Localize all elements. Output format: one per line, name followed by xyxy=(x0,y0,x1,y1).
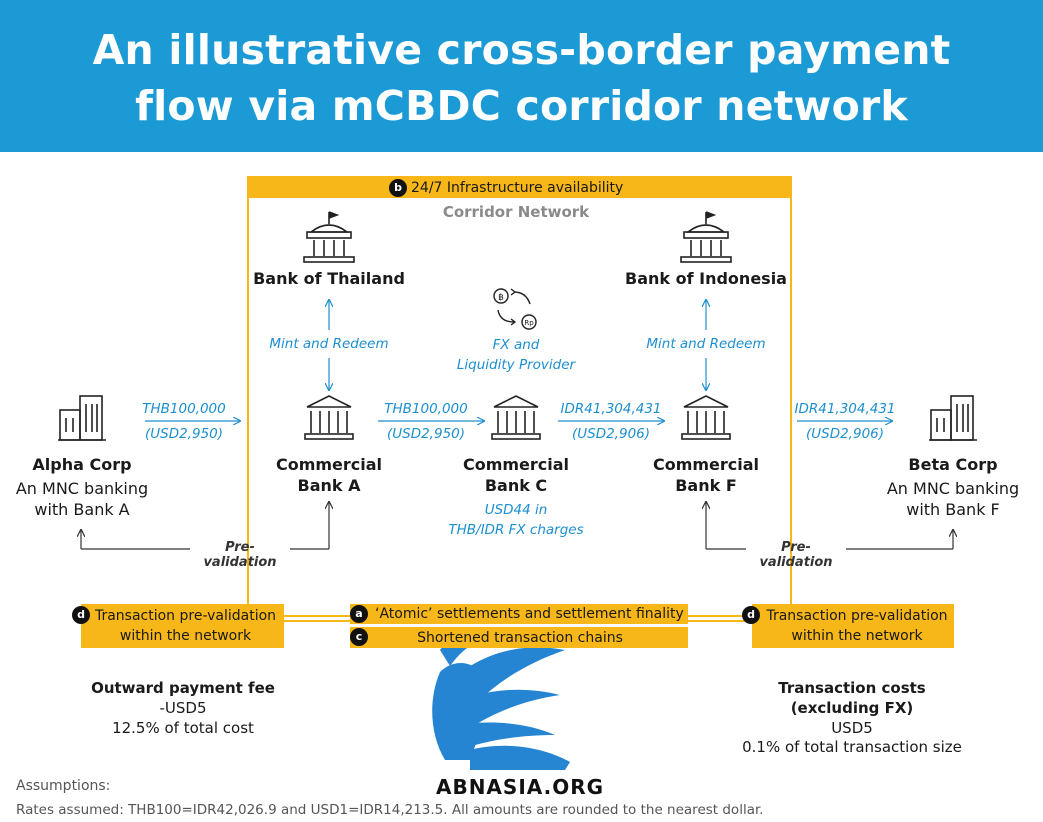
commercial-bank-icon-c xyxy=(492,396,540,439)
bank-of-thailand-name: Bank of Thailand xyxy=(229,268,429,289)
mint-redeem-left: Mint and Redeem xyxy=(249,334,409,354)
alpha-corp-desc: An MNC banking with Bank A xyxy=(2,478,162,520)
prevalidation-label-left: Pre-validation xyxy=(190,540,290,570)
central-bank-icon-left xyxy=(304,212,354,262)
corporate-building-icon-beta xyxy=(929,396,977,440)
fx-exchange-icon: ฿ Rp xyxy=(494,289,536,329)
corporate-building-icon-alpha xyxy=(58,396,106,440)
flow-1-amount: THB100,000 xyxy=(124,399,244,419)
badge-c: c xyxy=(350,628,368,646)
flow-3-amount: IDR41,304,431 xyxy=(541,399,681,419)
mint-redeem-right: Mint and Redeem xyxy=(626,334,786,354)
beta-corp-desc: An MNC banking with Bank F xyxy=(873,478,1033,520)
corridor-network-label: Corridor Network xyxy=(400,203,632,221)
badge-b: b xyxy=(389,179,407,197)
flow-4-amount: IDR41,304,431 xyxy=(775,399,915,419)
svg-text:฿: ฿ xyxy=(498,293,504,303)
commercial-bank-f-name: Commercial Bank F xyxy=(626,454,786,496)
prevalidation-label-right: Pre-validation xyxy=(746,540,846,570)
prevalidation-box-left-text: Transaction pre-validation within the ne… xyxy=(81,606,290,646)
flow-4-usd: (USD2,906) xyxy=(775,424,915,444)
beta-corp-name: Beta Corp xyxy=(873,454,1033,475)
alpha-corp-name: Alpha Corp xyxy=(2,454,162,475)
commercial-bank-c-name: Commercial Bank C xyxy=(436,454,596,496)
outward-fee-value: -USD5 xyxy=(63,698,303,718)
transaction-costs-title: Transaction costs (excluding FX) xyxy=(712,678,992,718)
commercial-bank-a-name: Commercial Bank A xyxy=(249,454,409,496)
badge-a: a xyxy=(350,605,368,623)
flow-3-usd: (USD2,906) xyxy=(541,424,681,444)
flow-2-amount: THB100,000 xyxy=(366,399,486,419)
svg-text:Rp: Rp xyxy=(524,319,534,327)
bank-c-fx-note: USD44 in THB/IDR FX charges xyxy=(426,500,606,540)
commercial-bank-icon-a xyxy=(305,396,353,439)
atomic-settlement-text: ‘Atomic’ settlements and settlement fina… xyxy=(375,604,685,624)
transaction-costs-value: USD5 xyxy=(712,718,992,738)
corridor-frame xyxy=(248,177,791,621)
assumptions-label: Assumptions: xyxy=(16,778,110,794)
bank-of-indonesia-name: Bank of Indonesia xyxy=(606,268,806,289)
central-bank-icon-right xyxy=(681,212,731,262)
outward-fee-title: Outward payment fee xyxy=(63,678,303,698)
fx-provider-label: FX and Liquidity Provider xyxy=(436,335,596,375)
infra-availability-label: 24/7 Infrastructure availability xyxy=(411,178,623,198)
shortened-chains-text: Shortened transaction chains xyxy=(370,628,670,648)
flow-2-usd: (USD2,950) xyxy=(366,424,486,444)
transaction-costs-share: 0.1% of total transaction size xyxy=(712,737,992,757)
rates-assumed-text: Rates assumed: THB100=IDR42,026.9 and US… xyxy=(16,802,764,818)
prevalidation-box-right-text: Transaction pre-validation within the ne… xyxy=(752,606,962,646)
outward-fee-share: 12.5% of total cost xyxy=(63,718,303,738)
watermark-bird-icon xyxy=(432,632,570,770)
watermark-text: ABNASIA.ORG xyxy=(420,775,620,799)
commercial-bank-icon-f xyxy=(682,396,730,439)
flow-1-usd: (USD2,950) xyxy=(124,424,244,444)
